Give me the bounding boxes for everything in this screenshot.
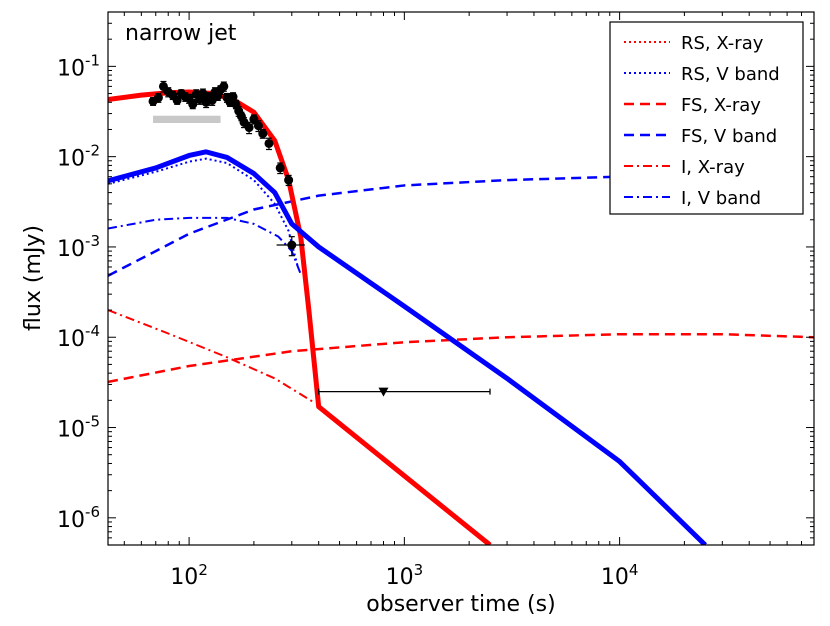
data-point — [188, 99, 198, 109]
data-point — [219, 81, 229, 91]
x-tick-exponent: 3 — [414, 561, 424, 579]
data-point — [249, 114, 259, 124]
x-axis-label: observer time (s) — [366, 592, 555, 617]
legend-label: FS, V band — [681, 126, 777, 147]
x-tick-exponent: 4 — [629, 561, 639, 579]
x-tick-labels: 102 103 104 — [170, 561, 638, 590]
series-rs-v-band-line — [108, 157, 299, 268]
x-tick-label: 104 — [601, 561, 639, 590]
y-tick-exponent: -4 — [85, 322, 100, 340]
y-tick-label: 10-1 — [57, 51, 100, 81]
y-tick-label: 10-6 — [57, 503, 100, 533]
y-tick-exponent: -1 — [85, 51, 100, 69]
legend-label: I, X-ray — [681, 157, 745, 178]
data-point — [287, 240, 297, 250]
legend-label: FS, X-ray — [681, 95, 761, 116]
y-tick-label: 10-4 — [57, 322, 100, 352]
legend-label: I, V band — [681, 188, 761, 209]
x-tick-label: 103 — [386, 561, 424, 590]
series-total-v-band-line — [108, 149, 708, 545]
upper-limit-marker — [378, 387, 389, 397]
series-i-x-ray-line — [108, 309, 315, 404]
y-axis-label: flux (mJy) — [21, 225, 46, 331]
data-point — [253, 121, 263, 131]
y-tick-label: 10-5 — [57, 413, 100, 443]
x-tick-label: 102 — [170, 561, 208, 590]
y-tick-exponent: -2 — [85, 142, 100, 160]
legend-box — [609, 21, 804, 215]
data-point — [244, 123, 254, 133]
y-tick-base: 10 — [57, 56, 85, 81]
grey-band — [153, 115, 221, 123]
y-tick-label: 10-3 — [57, 232, 100, 262]
plot-annotation: narrow jet — [125, 21, 237, 46]
x-tick-exponent: 2 — [198, 561, 208, 579]
y-tick-exponent: -5 — [85, 413, 100, 431]
data-point — [228, 92, 238, 102]
x-tick-base: 10 — [170, 565, 198, 590]
y-tick-base: 10 — [57, 147, 85, 172]
y-tick-base: 10 — [57, 418, 85, 443]
data-point — [264, 138, 274, 148]
y-tick-exponent: -3 — [85, 232, 100, 250]
legend: RS, X-ray RS, V band FS, X-ray FS, V band I,… — [609, 21, 804, 215]
y-tick-labels: 10-610-510-410-310-210-1 — [57, 51, 100, 532]
legend-label: RS, V band — [681, 64, 780, 85]
series-fs-x-ray-line — [108, 332, 814, 384]
y-tick-base: 10 — [57, 508, 85, 533]
data-point — [153, 93, 163, 103]
legend-label: RS, X-ray — [681, 33, 764, 54]
data-point — [284, 175, 294, 185]
y-tick-base: 10 — [57, 327, 85, 352]
y-tick-label: 10-2 — [57, 142, 100, 172]
data-point — [275, 163, 285, 173]
x-tick-base: 10 — [601, 565, 629, 590]
y-tick-exponent: -6 — [85, 503, 100, 521]
data-point — [258, 129, 268, 139]
axis-ticks — [108, 11, 815, 546]
x-tick-base: 10 — [386, 565, 414, 590]
y-tick-base: 10 — [57, 237, 85, 262]
plot-frame — [107, 11, 815, 546]
